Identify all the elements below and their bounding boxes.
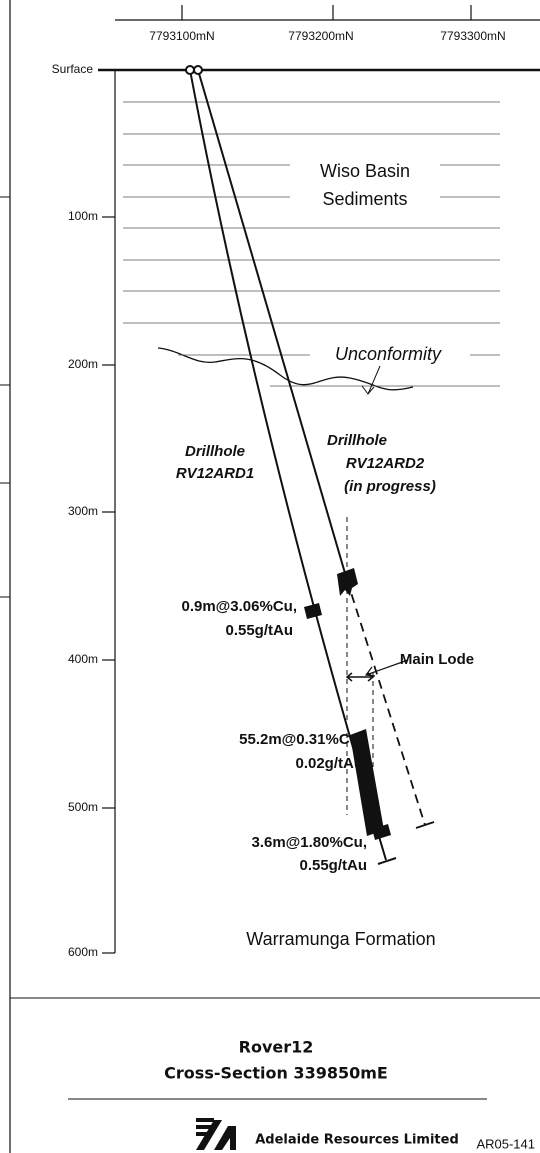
depth-ticks xyxy=(102,216,115,954)
surface-label: Surface xyxy=(52,62,94,76)
drawing-code: AR05-141 xyxy=(476,1136,535,1151)
drillhole-label: RV12ARD1 xyxy=(176,465,254,482)
depth-label: 400m xyxy=(68,652,98,666)
depth-label: 500m xyxy=(68,800,98,814)
drillhole-label: Drillhole xyxy=(327,432,387,449)
intercept xyxy=(350,729,384,836)
logo xyxy=(196,1118,236,1150)
intercept xyxy=(304,603,322,619)
intercept xyxy=(372,824,391,840)
collar xyxy=(193,65,203,75)
drillhole-2-planned xyxy=(346,579,426,826)
drillhole-label: (in progress) xyxy=(344,478,436,495)
depth-label: 200m xyxy=(68,357,98,371)
depth-label: 100m xyxy=(68,209,98,223)
northing-label: 7793300mN xyxy=(440,29,505,43)
arrow xyxy=(361,365,381,395)
arrow xyxy=(364,659,409,677)
footer-title: Rover12 xyxy=(239,1038,314,1057)
northing-label: 7793100mN xyxy=(149,29,214,43)
hole-end xyxy=(377,857,397,865)
drillhole-label: Drillhole xyxy=(185,443,245,460)
collar xyxy=(185,65,195,75)
northing-label: 7793200mN xyxy=(288,29,353,43)
northing-ticks xyxy=(115,5,540,21)
intercept-label: 0.9m@3.06%Cu, xyxy=(181,598,297,615)
unit-label: Sediments xyxy=(322,189,407,209)
drillhole-label: RV12ARD2 xyxy=(346,455,425,472)
intercept-label: 55.2m@0.31%Cu, xyxy=(239,731,363,748)
depth-label: 300m xyxy=(68,504,98,518)
lode-width xyxy=(345,672,375,682)
lode-bounds xyxy=(346,517,374,815)
intercept-label: 0.55g/tAu xyxy=(225,622,293,639)
unit-label: Wiso Basin xyxy=(320,161,410,181)
footer-subtitle: Cross-Section 339850mE xyxy=(164,1064,388,1083)
hole-end xyxy=(415,821,435,829)
left-ticks xyxy=(0,196,10,598)
unit-label: Warramunga Formation xyxy=(246,929,435,949)
intercept-label: 0.02g/tAu xyxy=(295,755,363,772)
intercept-label: 3.6m@1.80%Cu, xyxy=(251,834,367,851)
unconformity-label: Unconformity xyxy=(335,344,442,364)
main-lode-label: Main Lode xyxy=(400,651,474,668)
unconformity-line xyxy=(157,347,414,391)
drillhole-2 xyxy=(197,69,348,581)
intercept-label: 0.55g/tAu xyxy=(299,857,367,874)
company-name: Adelaide Resources Limited xyxy=(255,1133,459,1148)
sediment-lines xyxy=(123,101,500,324)
depth-label: 600m xyxy=(68,945,98,959)
